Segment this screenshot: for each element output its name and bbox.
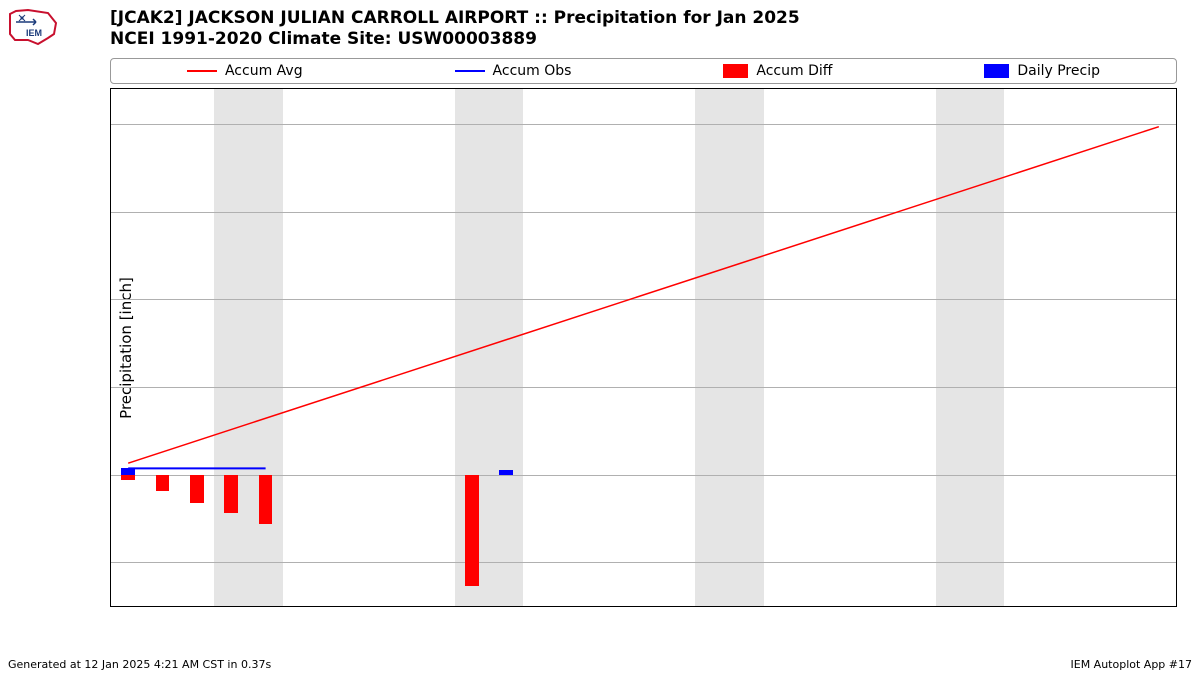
x-tick-label: 15	[601, 606, 618, 607]
x-tick-mark	[163, 606, 164, 607]
x-tick-mark	[1124, 606, 1125, 607]
x-tick-mark	[472, 606, 473, 607]
x-tick-label: 19	[738, 606, 755, 607]
x-tick-mark	[266, 606, 267, 607]
legend-rect-red	[723, 64, 748, 78]
x-tick-mark	[1090, 606, 1091, 607]
svg-text:IEM: IEM	[26, 28, 42, 38]
x-tick-mark	[128, 606, 129, 607]
legend: Accum Avg Accum Obs Accum Diff Daily Pre…	[110, 58, 1177, 84]
legend-accum-diff: Accum Diff	[723, 63, 832, 79]
x-tick-mark	[540, 606, 541, 607]
x-tick-mark	[197, 606, 198, 607]
x-tick-label: 23	[876, 606, 893, 607]
x-tick-mark	[609, 606, 610, 607]
x-tick-label: 28	[1047, 606, 1064, 607]
x-tick-mark	[334, 606, 335, 607]
x-tick-label: 9	[399, 606, 407, 607]
x-tick-mark	[918, 606, 919, 607]
x-tick-mark	[437, 606, 438, 607]
x-tick-mark	[1056, 606, 1057, 607]
legend-line-red	[187, 70, 217, 72]
footer-generated: Generated at 12 Jan 2025 4:21 AM CST in …	[8, 658, 271, 671]
x-tick-label: 17	[670, 606, 687, 607]
x-tick-label: 22	[841, 606, 858, 607]
x-tick-mark	[953, 606, 954, 607]
legend-label: Accum Avg	[225, 63, 303, 79]
x-axis-label: January 2025	[594, 606, 694, 607]
x-tick-label: 1	[124, 606, 132, 607]
x-tick-label: 20	[773, 606, 790, 607]
x-tick-label: 24	[910, 606, 927, 607]
x-tick-label: 14	[567, 606, 584, 607]
x-tick-label: 31	[1151, 606, 1168, 607]
legend-accum-avg: Accum Avg	[187, 63, 303, 79]
x-tick-label: 5	[261, 606, 269, 607]
x-tick-label: 6	[296, 606, 304, 607]
x-tick-label: 27	[1013, 606, 1030, 607]
x-tick-mark	[644, 606, 645, 607]
x-tick-label: 16	[635, 606, 652, 607]
footer-app: IEM Autoplot App #17	[1071, 658, 1193, 671]
x-tick-mark	[781, 606, 782, 607]
x-tick-label: 8	[365, 606, 373, 607]
legend-line-blue	[455, 70, 485, 72]
legend-rect-blue	[984, 64, 1009, 78]
x-tick-mark	[747, 606, 748, 607]
x-tick-label: 10	[429, 606, 446, 607]
title-line-2: NCEI 1991-2020 Climate Site: USW00003889	[110, 29, 800, 50]
x-tick-label: 11	[463, 606, 480, 607]
x-tick-mark	[678, 606, 679, 607]
x-tick-label: 2	[158, 606, 166, 607]
x-tick-mark	[369, 606, 370, 607]
x-tick-mark	[506, 606, 507, 607]
x-tick-mark	[403, 606, 404, 607]
x-tick-label: 21	[807, 606, 824, 607]
x-tick-mark	[712, 606, 713, 607]
x-tick-mark	[231, 606, 232, 607]
x-tick-mark	[300, 606, 301, 607]
x-tick-mark	[850, 606, 851, 607]
x-tick-mark	[1021, 606, 1022, 607]
x-tick-label: 29	[1082, 606, 1099, 607]
x-tick-mark	[884, 606, 885, 607]
x-tick-label: 30	[1116, 606, 1133, 607]
x-tick-label: 13	[532, 606, 549, 607]
legend-label: Daily Precip	[1017, 63, 1100, 79]
legend-accum-obs: Accum Obs	[455, 63, 572, 79]
x-tick-label: 3	[193, 606, 201, 607]
x-tick-label: 25	[944, 606, 961, 607]
legend-label: Accum Diff	[756, 63, 832, 79]
iem-logo: IEM	[8, 8, 58, 46]
x-tick-mark	[815, 606, 816, 607]
plot-area: Precipitation [inch] January 2025 -10123…	[110, 88, 1177, 607]
x-tick-label: 18	[704, 606, 721, 607]
x-tick-mark	[1159, 606, 1160, 607]
chart-title: [JCAK2] JACKSON JULIAN CARROLL AIRPORT :…	[110, 8, 800, 51]
title-line-1: [JCAK2] JACKSON JULIAN CARROLL AIRPORT :…	[110, 8, 800, 29]
line-series	[128, 127, 1159, 463]
x-tick-mark	[575, 606, 576, 607]
x-tick-label: 4	[227, 606, 235, 607]
legend-label: Accum Obs	[493, 63, 572, 79]
x-tick-label: 26	[979, 606, 996, 607]
x-tick-label: 7	[330, 606, 338, 607]
line-series-layer	[111, 89, 1176, 606]
x-tick-label: 12	[498, 606, 515, 607]
legend-daily-precip: Daily Precip	[984, 63, 1100, 79]
x-tick-mark	[987, 606, 988, 607]
